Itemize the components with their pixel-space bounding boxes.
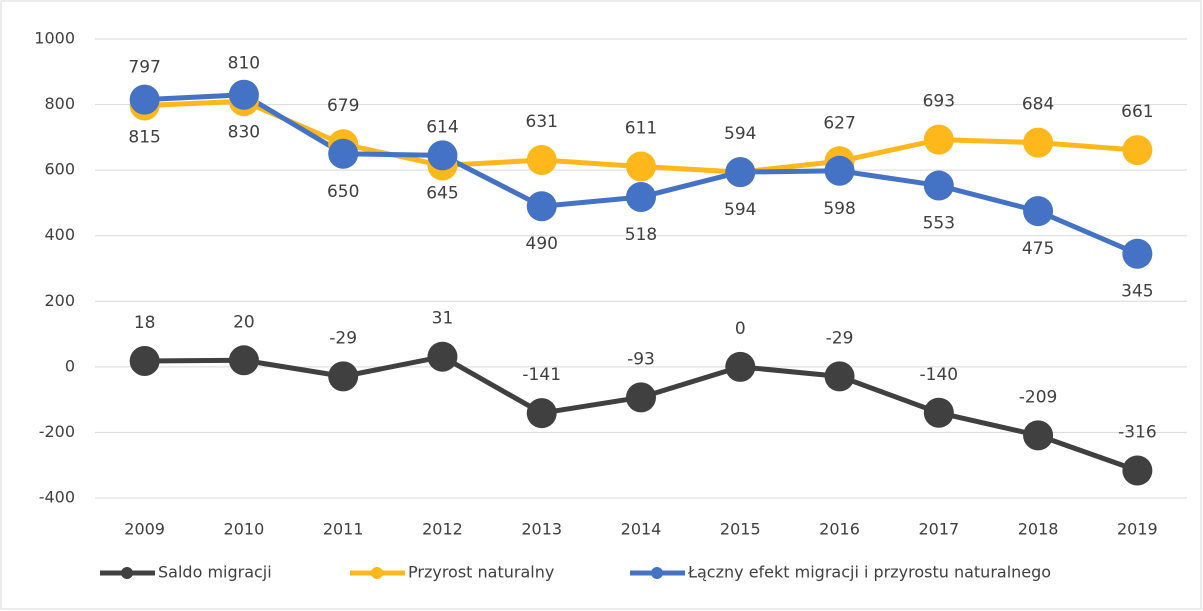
point: [824, 361, 855, 392]
x-tick-label: 2012: [422, 520, 463, 539]
x-tick-label: 2014: [621, 520, 662, 539]
x-tick-label: 2017: [918, 520, 959, 539]
point: [427, 140, 458, 171]
data-label: 0: [735, 319, 746, 339]
data-label: 645: [426, 183, 458, 203]
data-label: -29: [826, 328, 854, 348]
point: [526, 191, 557, 222]
point: [626, 382, 656, 413]
point: [427, 341, 458, 372]
point: [328, 138, 359, 169]
point: [1122, 135, 1153, 166]
data-label: 627: [823, 113, 855, 133]
x-tick-label: 2009: [124, 520, 165, 539]
y-tick-label: 200: [44, 291, 75, 310]
x-tick-label: 2010: [224, 520, 265, 539]
data-label: 815: [128, 128, 160, 148]
x-tick-label: 2011: [323, 520, 364, 539]
point: [824, 155, 855, 186]
point: [626, 182, 656, 213]
data-label: 594: [724, 200, 756, 220]
data-label: 614: [426, 118, 458, 138]
data-label: 611: [625, 119, 657, 139]
y-tick-label: -200: [39, 422, 75, 441]
data-label: -141: [522, 365, 561, 385]
point: [1122, 238, 1153, 269]
data-label: -209: [1019, 387, 1058, 407]
legend-marker: [121, 567, 133, 579]
x-tick-label: 2019: [1117, 520, 1158, 539]
point: [228, 345, 259, 376]
y-tick-label: 0: [65, 356, 75, 375]
data-label: 631: [526, 112, 558, 132]
data-label: 693: [923, 92, 955, 112]
point: [1023, 127, 1054, 158]
point: [725, 157, 756, 188]
y-tick-label: 400: [44, 225, 75, 244]
data-label: 684: [1022, 95, 1054, 115]
point: [1122, 455, 1153, 486]
point: [129, 84, 160, 115]
y-tick-label: -400: [39, 488, 75, 507]
data-label: 650: [327, 182, 359, 202]
data-label: -93: [627, 349, 655, 369]
point: [923, 397, 954, 428]
point: [1023, 420, 1054, 451]
legend-label: Saldo migracji: [158, 563, 272, 582]
point: [228, 79, 259, 110]
legend-marker: [371, 567, 383, 579]
data-label: 490: [526, 234, 558, 254]
data-label: 345: [1121, 282, 1153, 302]
data-label: 594: [724, 124, 756, 144]
data-label: 810: [228, 53, 260, 73]
point: [626, 151, 656, 182]
data-label: -140: [920, 365, 959, 385]
x-tick-label: 2018: [1018, 520, 1059, 539]
data-label: 475: [1022, 239, 1054, 259]
point: [923, 170, 954, 201]
data-label: 18: [134, 313, 156, 333]
y-tick-label: 800: [44, 94, 75, 113]
legend-label: Łączny efekt migracji i przyrostu natura…: [687, 563, 1051, 582]
point: [526, 398, 557, 429]
point: [129, 345, 160, 376]
x-tick-label: 2015: [720, 520, 761, 539]
point: [923, 124, 954, 155]
x-tick-label: 2016: [819, 520, 860, 539]
legend-marker: [651, 567, 663, 579]
data-label: 20: [233, 312, 255, 332]
data-label: 661: [1121, 102, 1153, 122]
point: [526, 144, 557, 175]
data-label: 679: [327, 96, 359, 116]
point: [1023, 196, 1054, 227]
y-tick-label: 600: [44, 160, 75, 179]
x-tick-label: 2013: [521, 520, 562, 539]
data-label: 518: [625, 225, 657, 245]
data-label: -29: [329, 328, 357, 348]
data-label: 598: [823, 199, 855, 219]
y-tick-label: 1000: [34, 29, 75, 48]
data-label: -316: [1118, 422, 1157, 442]
data-label: 31: [432, 309, 454, 329]
point: [725, 351, 756, 382]
data-label: 553: [923, 214, 955, 234]
point: [328, 361, 359, 392]
data-label: 830: [228, 123, 260, 143]
legend-label: Przyrost naturalny: [408, 563, 554, 582]
data-label: 797: [128, 58, 160, 78]
